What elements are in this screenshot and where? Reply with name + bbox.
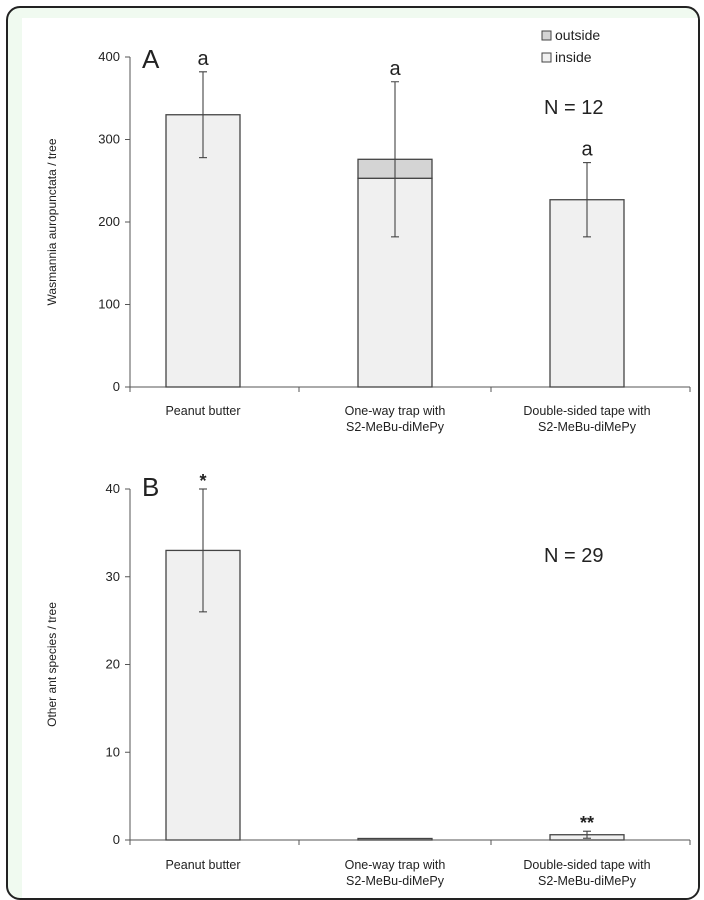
x-tick-label-3: Double-sided tape with xyxy=(523,858,650,872)
y-tick-label: 300 xyxy=(98,132,120,147)
y-tick-label: 0 xyxy=(113,832,120,847)
significance-label-2: a xyxy=(389,58,401,80)
x-tick-label-2: S2-MeBu-diMePy xyxy=(346,874,445,888)
legend-swatch-inside xyxy=(541,52,552,63)
figure-panel: 0 100 200 300 400 Wasmannia auropunctata / tr… xyxy=(22,18,698,898)
x-tick-label-3: S2-MeBu-diMePy xyxy=(538,420,637,434)
y-tick-label: 400 xyxy=(98,49,120,64)
figure-frame: 0 100 200 300 400 Wasmannia auropunctata / tr… xyxy=(6,6,700,900)
y-tick-label: 200 xyxy=(98,214,120,229)
legend-swatch-outside xyxy=(541,30,552,41)
y-axis-label: Wasmannia auropunctata / tree xyxy=(45,138,59,305)
y-tick-label: 20 xyxy=(106,657,120,672)
significance-label-1: a xyxy=(197,48,209,70)
x-tick-label-2: One-way trap with xyxy=(345,858,446,872)
x-tick-label-2: One-way trap with xyxy=(345,404,446,418)
x-tick-label-1: Peanut butter xyxy=(165,404,240,418)
panel-letter: B xyxy=(142,472,159,502)
bar-value-2 xyxy=(357,837,433,841)
legend-label-outside: outside xyxy=(555,27,600,43)
y-tick-label: 30 xyxy=(106,569,120,584)
significance-label-3: a xyxy=(581,139,593,161)
y-tick-label: 10 xyxy=(106,744,120,759)
y-tick-label: 100 xyxy=(98,297,120,312)
sample-size-annotation: N = 12 xyxy=(544,97,603,119)
y-tick-label: 0 xyxy=(113,379,120,394)
x-tick-label-1: Peanut butter xyxy=(165,858,240,872)
y-tick-label: 40 xyxy=(106,481,120,496)
x-tick-label-2: S2-MeBu-diMePy xyxy=(346,420,445,434)
significance-label-3: ** xyxy=(580,813,594,833)
significance-label-1: * xyxy=(199,471,206,491)
legend-label-inside: inside xyxy=(555,49,592,65)
x-tick-label-3: S2-MeBu-diMePy xyxy=(538,874,637,888)
x-tick-label-3: Double-sided tape with xyxy=(523,404,650,418)
panel-letter: A xyxy=(142,44,160,74)
y-axis-label: Other ant species / tree xyxy=(45,602,59,727)
bar-inside-1 xyxy=(165,114,241,388)
sample-size-annotation: N = 29 xyxy=(544,545,603,567)
